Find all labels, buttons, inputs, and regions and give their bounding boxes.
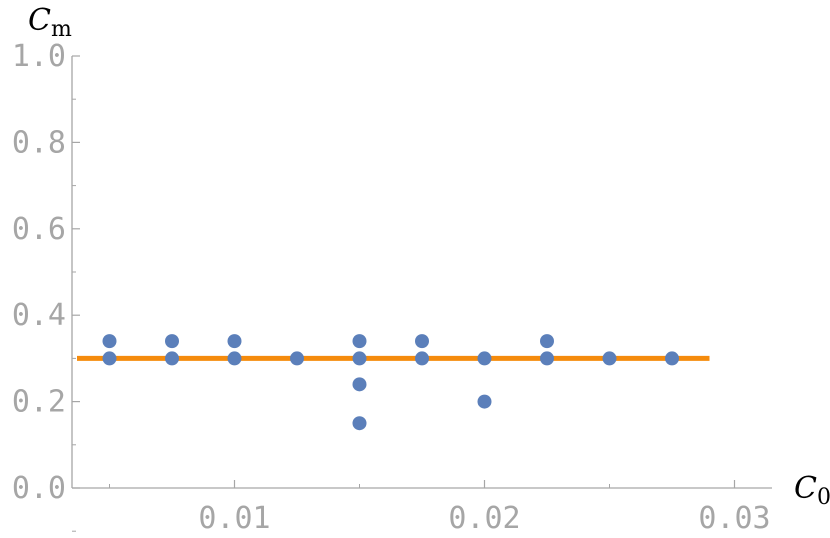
- series-layer: [77, 334, 710, 431]
- y-tick-label: 0.8: [12, 125, 66, 160]
- data-point: [102, 351, 117, 366]
- data-point: [602, 351, 617, 366]
- data-point: [540, 334, 554, 349]
- y-tick-label: 0.6: [12, 212, 66, 247]
- y-tick-label: 0.2: [12, 385, 66, 420]
- data-point: [352, 416, 367, 431]
- data-point: [165, 334, 179, 349]
- data-point: [415, 351, 429, 366]
- y-tick-label: 0.0: [12, 471, 66, 506]
- y-tick-label: 0.4: [12, 298, 66, 333]
- data-point: [352, 377, 367, 392]
- x-axis-label-main: C: [794, 471, 817, 506]
- x-axis-label: C0: [794, 471, 830, 510]
- y-axis-label-sub: m: [51, 17, 72, 42]
- data-point: [665, 351, 679, 366]
- y-axis-label-main: C: [28, 3, 51, 38]
- data-point: [415, 334, 429, 349]
- data-point: [352, 334, 367, 349]
- data-point: [352, 351, 367, 366]
- data-point: [102, 334, 117, 349]
- x-ticks: 0.01 0.02 0.03: [109, 480, 771, 536]
- data-point: [477, 351, 492, 366]
- x-axis-label-sub: 0: [817, 485, 830, 510]
- data-point: [227, 351, 242, 366]
- y-axis-label: Cm: [28, 3, 72, 42]
- data-point: [540, 351, 554, 366]
- x-tick-label: 0.02: [448, 501, 520, 536]
- data-point: [477, 394, 492, 409]
- x-tick-label: 0.01: [198, 501, 270, 536]
- data-point: [227, 334, 242, 349]
- data-point: [165, 351, 179, 366]
- data-point: [290, 351, 304, 366]
- y-tick-label: 1.0: [12, 39, 66, 74]
- axes: [71, 56, 772, 489]
- y-ticks: 0.0 0.2 0.4 0.6 0.8 1.0: [12, 39, 80, 532]
- x-tick-label: 0.03: [698, 501, 770, 536]
